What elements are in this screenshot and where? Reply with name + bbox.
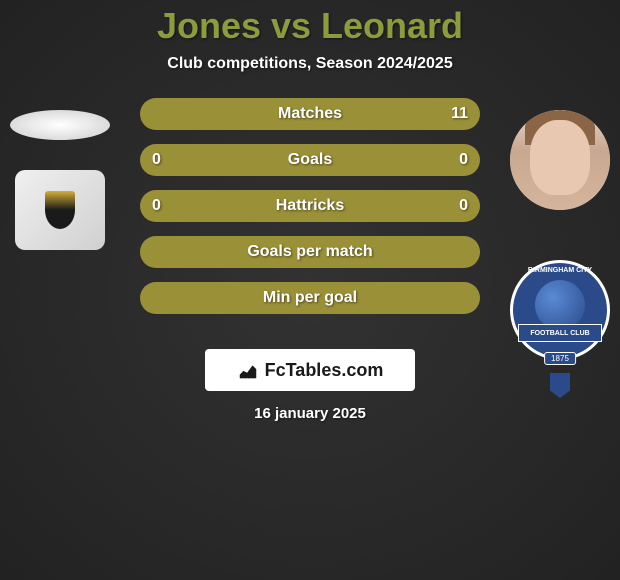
- stat-right-value: 0: [459, 197, 468, 215]
- player-right-photo: [510, 110, 610, 210]
- badge-right-clubname: BIRMINGHAM CITY: [513, 267, 607, 274]
- stat-label: Goals per match: [247, 243, 372, 261]
- stat-label: Hattricks: [276, 197, 344, 215]
- badge-right-banner: FOOTBALL CLUB: [518, 324, 603, 342]
- footer-date: 16 january 2025: [254, 405, 366, 422]
- page-title: Jones vs Leonard: [157, 5, 463, 47]
- player-left-column: [10, 110, 110, 260]
- stat-row-mpg: Min per goal: [140, 282, 480, 314]
- page-subtitle: Club competitions, Season 2024/2025: [167, 55, 452, 73]
- badge-right-ribbon: [550, 373, 570, 398]
- badge-right-year: 1875: [544, 352, 576, 365]
- stat-label: Goals: [288, 151, 332, 169]
- stat-left-value: 0: [152, 151, 161, 169]
- footer-brand-text: FcTables.com: [265, 360, 384, 381]
- badge-right-globe: [535, 280, 585, 330]
- main-content: Jones vs Leonard Club competitions, Seas…: [0, 0, 620, 580]
- player-right-column: BIRMINGHAM CITY FOOTBALL CLUB 1875: [510, 110, 610, 380]
- stat-row-goals: 0 Goals 0: [140, 144, 480, 176]
- player-right-face-bg: [510, 110, 610, 210]
- stat-right-value: 0: [459, 151, 468, 169]
- stat-row-matches: Matches 11: [140, 98, 480, 130]
- player-right-face: [530, 120, 590, 195]
- stat-row-gpm: Goals per match: [140, 236, 480, 268]
- badge-left-shield: [45, 191, 75, 229]
- badge-left-shape: [15, 170, 105, 250]
- club-badge-left: [10, 160, 110, 260]
- stat-row-hattricks: 0 Hattricks 0: [140, 190, 480, 222]
- stat-label: Min per goal: [263, 289, 357, 307]
- player-left-photo: [10, 110, 110, 140]
- stats-container: Matches 11 0 Goals 0 0 Hattricks 0 Goals…: [140, 98, 480, 314]
- club-badge-right: BIRMINGHAM CITY FOOTBALL CLUB 1875: [510, 260, 610, 380]
- stat-label: Matches: [278, 105, 342, 123]
- badge-right-circle: BIRMINGHAM CITY FOOTBALL CLUB 1875: [510, 260, 610, 360]
- chart-icon: [237, 359, 259, 381]
- stat-left-value: 0: [152, 197, 161, 215]
- stat-right-value: 11: [451, 105, 468, 123]
- footer-brand: FcTables.com: [205, 349, 415, 391]
